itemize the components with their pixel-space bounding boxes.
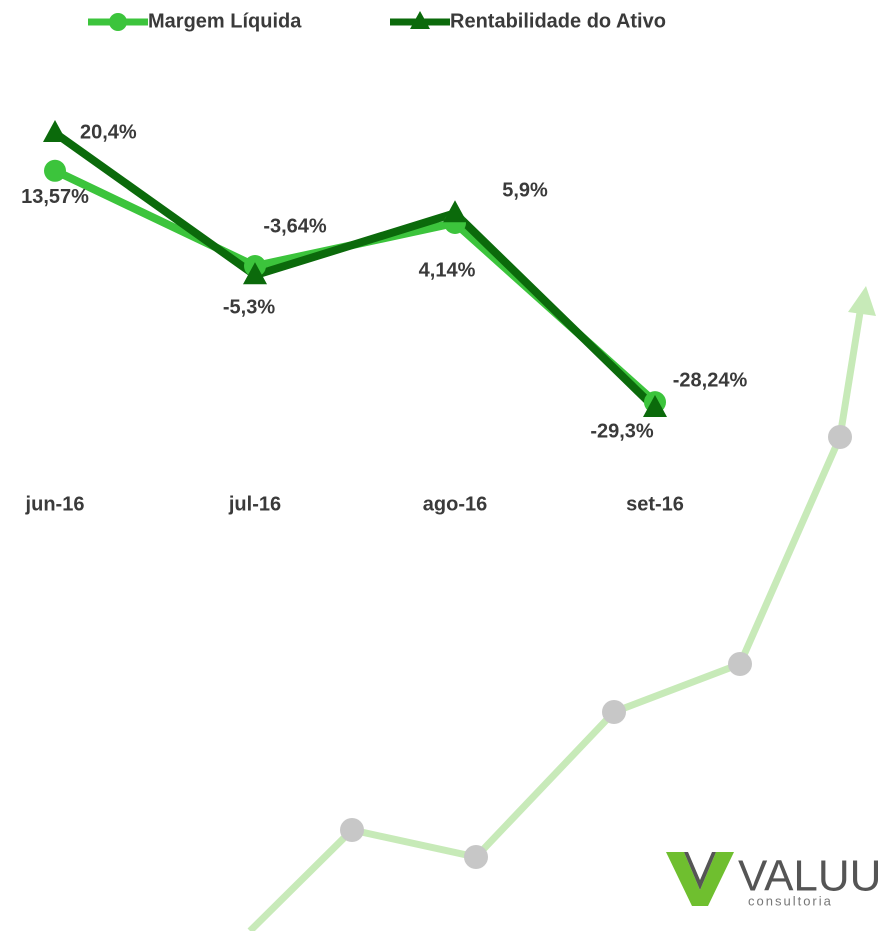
marker (44, 159, 66, 182)
data-label: -5,3% (223, 296, 275, 318)
x-tick-label: jul-16 (228, 493, 281, 515)
marker (443, 200, 467, 223)
data-label: -29,3% (590, 420, 654, 442)
decor-line (247, 299, 866, 931)
decor-dots (340, 425, 852, 869)
logo-mark (666, 852, 734, 906)
logo: VALUUP consultoria (666, 852, 878, 908)
legend-marker (109, 13, 127, 31)
data-label: 5,9% (502, 180, 548, 202)
background-decoration (247, 286, 876, 931)
logo-tagline: consultoria (748, 893, 833, 908)
logo-mark-inner (684, 852, 716, 890)
data-label: 20,4% (80, 121, 137, 143)
marker (243, 262, 267, 285)
x-tick-label: jun-16 (25, 493, 85, 515)
legend-label: Margem Líquida (148, 10, 302, 32)
data-label: -3,64% (263, 215, 327, 237)
data-label: 13,57% (21, 186, 89, 208)
series-line (53, 167, 658, 406)
marker (43, 120, 67, 142)
series-line (52, 129, 658, 411)
data-label: -28,24% (673, 369, 748, 391)
logo-name: VALUUP (738, 852, 878, 901)
decor-arrow (848, 286, 876, 316)
data-label: 4,14% (419, 259, 476, 281)
x-tick-label: ago-16 (423, 493, 487, 515)
legend-marker (410, 11, 430, 29)
legend-label: Rentabilidade do Ativo (450, 10, 666, 32)
plot: Margem Líquida Rentabilidade do Ativo jun-… (21, 10, 747, 515)
x-tick-label: set-16 (626, 493, 684, 515)
marker (643, 395, 667, 417)
